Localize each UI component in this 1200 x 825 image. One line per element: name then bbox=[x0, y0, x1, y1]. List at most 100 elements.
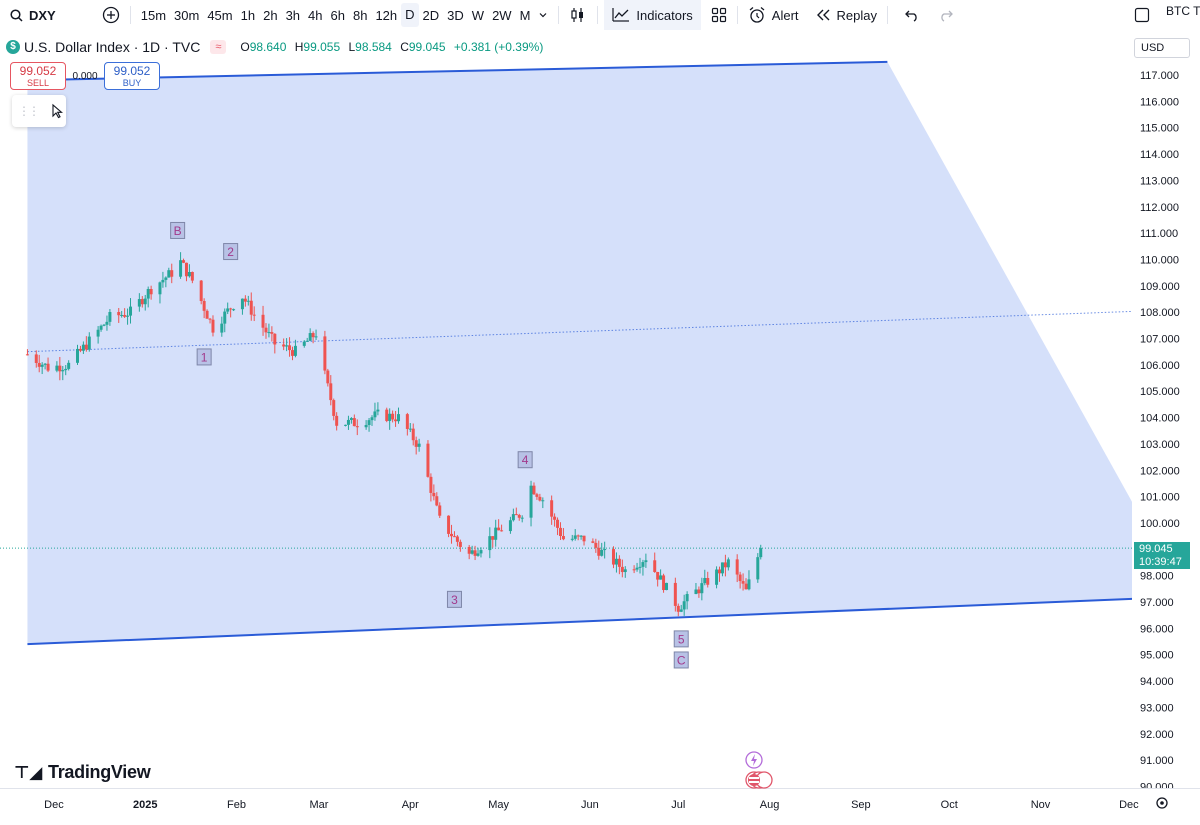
channel-lower-line[interactable] bbox=[27, 597, 1184, 646]
candle-body bbox=[58, 365, 62, 372]
candle-body bbox=[550, 500, 554, 517]
time-axis[interactable]: Dec 2025 Feb Mar Apr May Jun Jul Aug Sep Oct Nov Dec bbox=[0, 788, 1200, 820]
wave-label-4[interactable]: 4 bbox=[517, 451, 533, 469]
wave-icon[interactable]: ≈ bbox=[210, 40, 227, 54]
watchlist-symbol[interactable]: BTC T bbox=[1162, 0, 1200, 30]
timeframe-dropdown[interactable] bbox=[534, 0, 552, 30]
buy-label: BUY bbox=[122, 78, 142, 88]
redo-button[interactable] bbox=[934, 0, 958, 30]
timeframe-3h[interactable]: 3h bbox=[285, 7, 301, 23]
settings-gear-icon[interactable] bbox=[1156, 797, 1168, 809]
timeframe-15m[interactable]: 15m bbox=[140, 7, 167, 23]
high-value: 99.055 bbox=[303, 40, 341, 54]
candle-body bbox=[232, 309, 236, 311]
timeframe-12h[interactable]: 12h bbox=[375, 7, 398, 23]
price-axis[interactable]: 117.000 116.000 115.000 114.000 113.000 112.0… bbox=[1132, 30, 1200, 793]
replay-button[interactable]: Replay bbox=[811, 0, 881, 30]
candle-body bbox=[96, 329, 100, 337]
timeframe-d[interactable]: D bbox=[401, 3, 419, 27]
sell-button[interactable]: 99.052 SELL bbox=[10, 62, 66, 90]
candle-body bbox=[355, 426, 359, 428]
wave-label-b[interactable]: B bbox=[170, 221, 186, 239]
candle-body bbox=[614, 558, 618, 565]
candle-body bbox=[67, 362, 71, 369]
layout-checkbox[interactable] bbox=[1130, 0, 1154, 30]
wave-label-5[interactable]: 5 bbox=[673, 630, 689, 648]
svg-text:B: B bbox=[174, 224, 182, 238]
timeframe-45m[interactable]: 45m bbox=[207, 7, 233, 23]
candle-body bbox=[240, 298, 244, 310]
chart-type-button[interactable] bbox=[565, 0, 591, 30]
timeframe-2w[interactable]: 2W bbox=[492, 7, 512, 23]
candle-body bbox=[638, 566, 642, 568]
candle-body bbox=[417, 443, 421, 447]
change-value: +0.381 (+0.39%) bbox=[453, 40, 544, 54]
tradingview-logo[interactable]: ⊤◢ TradingView bbox=[14, 762, 151, 783]
timeframe-30m[interactable]: 30m bbox=[174, 7, 200, 23]
candle-body bbox=[738, 574, 742, 582]
candle-body bbox=[408, 428, 412, 430]
candle-body bbox=[143, 298, 147, 305]
wave-label-1[interactable]: 1 bbox=[196, 348, 212, 366]
candle-body bbox=[208, 318, 212, 320]
candle-body bbox=[473, 550, 477, 556]
candle-body bbox=[246, 300, 250, 302]
drag-handle-icon[interactable]: ⋮⋮ bbox=[18, 104, 40, 118]
candle-body bbox=[388, 413, 392, 421]
buy-button[interactable]: 99.052 BUY bbox=[104, 62, 160, 90]
candle-body bbox=[741, 581, 745, 584]
timeframe-2d[interactable]: 2D bbox=[422, 7, 440, 23]
toolbar-divider bbox=[129, 6, 131, 24]
candle-body bbox=[76, 348, 80, 363]
alarm-clock-icon bbox=[749, 7, 765, 23]
candle-body bbox=[78, 348, 82, 351]
time-tick-label: May bbox=[488, 799, 509, 811]
undo-button[interactable] bbox=[900, 0, 924, 30]
candle-body bbox=[314, 336, 318, 338]
timeframe-2h[interactable]: 2h bbox=[263, 7, 278, 23]
alert-button[interactable]: Alert bbox=[744, 0, 803, 30]
timeframe-w[interactable]: W bbox=[471, 7, 485, 23]
compare-button[interactable] bbox=[98, 0, 124, 30]
candle-body bbox=[679, 609, 683, 612]
wave-label-c[interactable]: C bbox=[673, 651, 689, 669]
last-price-value: 99.045 bbox=[1139, 543, 1173, 555]
candle-body bbox=[535, 494, 539, 497]
timeframe-m[interactable]: M bbox=[519, 7, 531, 23]
candle-body bbox=[603, 549, 607, 551]
price-tick-label: 91.000 bbox=[1140, 755, 1174, 767]
candle-body bbox=[458, 541, 462, 547]
svg-text:1: 1 bbox=[201, 350, 208, 364]
candle-body bbox=[332, 400, 336, 416]
candle-body bbox=[700, 583, 704, 594]
wave-label-3[interactable]: 3 bbox=[446, 590, 462, 608]
candle-body bbox=[226, 308, 230, 312]
channel-upper-line[interactable] bbox=[27, 60, 888, 82]
price-tick-label: 112.000 bbox=[1140, 202, 1179, 214]
candle-body bbox=[302, 341, 306, 346]
plot-area[interactable]: B 2 1 3 4 5 C bbox=[0, 60, 1185, 669]
candle-body bbox=[429, 476, 433, 493]
price-tick-label: 98.000 bbox=[1140, 571, 1174, 583]
timeframe-1h[interactable]: 1h bbox=[240, 7, 256, 23]
legend-title[interactable]: U.S. Dollar Index · 1D · TVC bbox=[24, 39, 201, 55]
symbol-search[interactable]: DXY bbox=[0, 0, 60, 30]
currency-selector[interactable]: USD bbox=[1134, 38, 1190, 58]
wave-label-2[interactable]: 2 bbox=[223, 243, 239, 261]
price-chart[interactable]: B 2 1 3 4 5 C 117.000 116.000 115.000 114.000 113.0… bbox=[0, 30, 1200, 820]
chart-area[interactable]: B 2 1 3 4 5 C 117.000 116.000 115.000 114.000 113.0… bbox=[0, 30, 1200, 820]
templates-button[interactable] bbox=[707, 0, 731, 30]
cursor-arrow-icon[interactable] bbox=[50, 103, 66, 119]
toolbar-divider bbox=[886, 6, 888, 24]
candle-body bbox=[759, 548, 763, 558]
timeframe-8h[interactable]: 8h bbox=[352, 7, 368, 23]
timeframe-4h[interactable]: 4h bbox=[308, 7, 323, 23]
indicators-button[interactable]: Indicators bbox=[604, 0, 701, 30]
events-marker[interactable] bbox=[745, 751, 773, 789]
channel-mid-line[interactable] bbox=[27, 310, 1184, 353]
candle-body bbox=[184, 262, 188, 277]
candle-body bbox=[367, 420, 371, 426]
timeframe-6h[interactable]: 6h bbox=[330, 7, 345, 23]
timeframe-3d[interactable]: 3D bbox=[447, 7, 464, 23]
candle-body bbox=[747, 579, 751, 590]
